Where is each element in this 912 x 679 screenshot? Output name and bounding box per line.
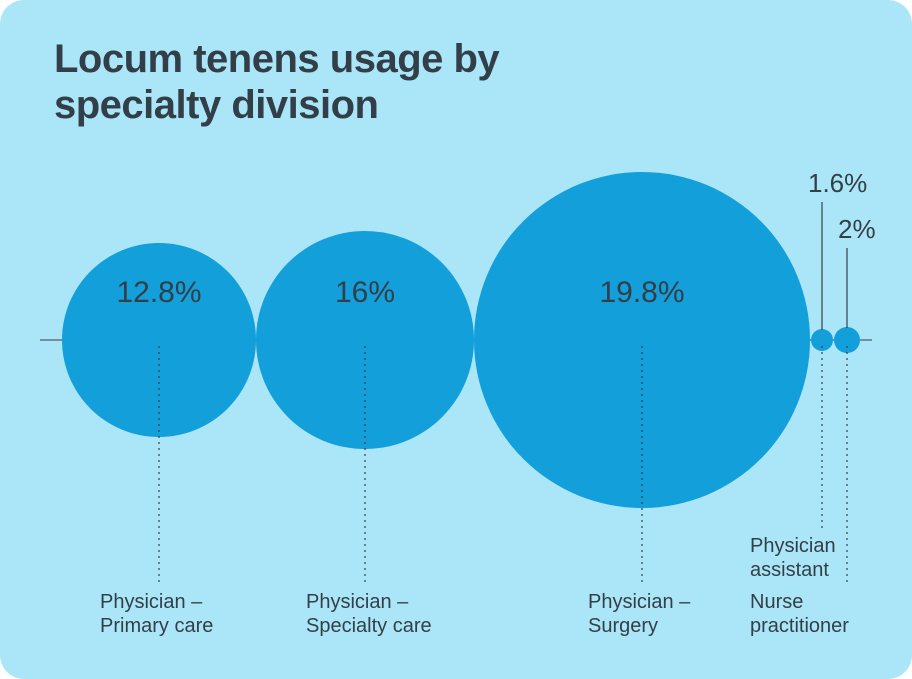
bubble-value-2: 19.8%	[599, 276, 684, 309]
bubble-label-4: Nursepractitioner	[750, 591, 849, 637]
bubble-4	[834, 327, 860, 353]
chart-card: Locum tenens usage byspecialty division …	[0, 0, 912, 679]
bubble-label-1: Physician –Specialty care	[306, 591, 432, 637]
bubble-value-0: 12.8%	[116, 276, 201, 309]
bubble-label-0: Physician –Primary care	[100, 591, 213, 637]
bubble-label-3: Physicianassistant	[750, 535, 836, 581]
bubble-chart-svg: 12.8% Physician –Primary care 16% Physician…	[0, 0, 912, 679]
bubble-value-4: 2%	[838, 214, 876, 244]
bubble-value-1: 16%	[335, 276, 395, 309]
bubble-value-3: 1.6%	[808, 168, 867, 198]
bubble-2	[474, 172, 810, 508]
bubble-1	[256, 231, 474, 449]
bubble-label-2: Physician –Surgery	[588, 591, 691, 637]
